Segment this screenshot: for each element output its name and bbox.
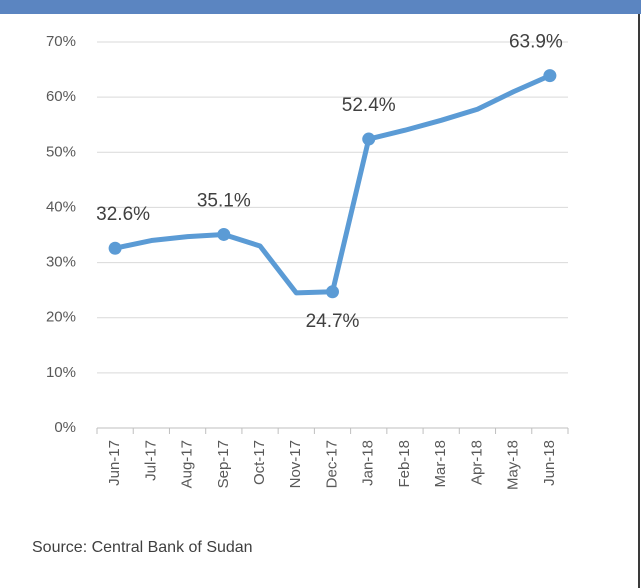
y-tick-label: 60%: [46, 88, 76, 105]
x-tick-label: Jan-18: [360, 440, 377, 486]
x-tick-label: Jul-17: [142, 440, 159, 481]
data-point: [217, 227, 231, 241]
data-label: 52.4%: [342, 95, 396, 116]
data-point: [326, 285, 339, 299]
y-tick-label: 70%: [46, 33, 76, 50]
x-tick-label: Dec-17: [323, 440, 340, 488]
data-label: 32.6%: [96, 204, 150, 225]
y-tick-label: 40%: [46, 198, 76, 215]
top-bar: [0, 0, 641, 14]
y-tick-label: 10%: [46, 364, 76, 381]
data-point: [362, 132, 376, 146]
x-tick-label: Apr-18: [468, 440, 485, 485]
data-point: [108, 241, 122, 255]
data-label: 35.1%: [197, 190, 251, 211]
source-note: Source: Central Bank of Sudan: [32, 539, 253, 556]
y-tick-label: 30%: [46, 254, 76, 271]
y-tick-label: 20%: [46, 309, 76, 326]
x-tick-label: Jun-17: [106, 440, 123, 486]
x-tick-label: Sep-17: [215, 440, 232, 488]
data-point: [543, 69, 557, 83]
data-label: 63.9%: [509, 32, 563, 53]
x-tick-label: Jun-18: [541, 440, 558, 486]
x-tick-label: Nov-17: [287, 440, 304, 488]
x-tick-label: Mar-18: [432, 440, 449, 488]
y-tick-label: 0%: [54, 419, 76, 436]
x-tick-label: Oct-17: [251, 440, 268, 485]
x-tick-label: Feb-18: [396, 440, 413, 488]
x-tick-label: May-18: [505, 440, 522, 490]
y-tick-label: 50%: [46, 143, 76, 160]
data-label: 24.7%: [306, 311, 360, 332]
x-tick-label: Aug-17: [179, 440, 196, 488]
